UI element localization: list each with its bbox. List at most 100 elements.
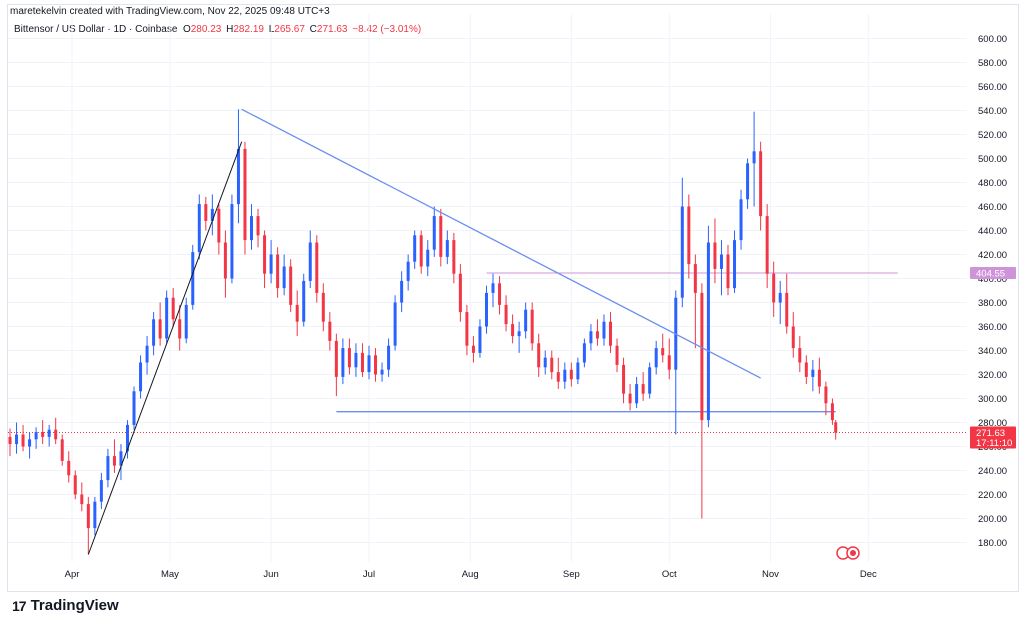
candle-body xyxy=(15,434,19,445)
candle-body xyxy=(41,432,45,437)
time-tick-label: Sep xyxy=(563,569,580,580)
candle-body xyxy=(295,304,299,322)
candle-body xyxy=(491,283,495,293)
candle-body xyxy=(139,362,143,392)
open-label: O xyxy=(182,24,191,35)
price-tick-label: 180.00 xyxy=(978,538,1007,549)
price-tick-label: 200.00 xyxy=(978,514,1007,525)
candle-body xyxy=(334,340,338,377)
candle-body xyxy=(165,297,169,339)
trendlines[interactable] xyxy=(87,108,761,555)
candle-body xyxy=(706,242,710,421)
time-tick-label: Nov xyxy=(762,569,779,580)
time-tick-label: May xyxy=(161,569,179,580)
price-tick-label: 360.00 xyxy=(978,322,1007,333)
symbol-name[interactable]: Bittensor / US Dollar · 1D · Coinbase xyxy=(14,24,178,35)
candle-body xyxy=(112,456,116,466)
candle-body xyxy=(341,348,345,377)
grid xyxy=(8,14,967,562)
candle-body xyxy=(21,434,25,447)
tradingview-brand[interactable]: 17 TradingView xyxy=(12,597,119,614)
time-tick-label: Dec xyxy=(860,569,877,580)
candle-body xyxy=(635,384,639,404)
candle-body xyxy=(778,292,782,303)
candle-body xyxy=(99,480,103,502)
candle-body xyxy=(772,273,776,303)
brand-name: TradingView xyxy=(30,597,119,614)
price-tick-label: 380.00 xyxy=(978,298,1007,309)
candle-body xyxy=(824,386,828,404)
price-tick-label: 300.00 xyxy=(978,394,1007,405)
candle-body xyxy=(511,324,515,337)
candle-body xyxy=(595,331,599,339)
candle-body xyxy=(733,240,737,289)
price-tick-label: 520.00 xyxy=(978,130,1007,141)
candle-body xyxy=(302,280,306,322)
candle-body xyxy=(563,369,567,382)
candle-body xyxy=(60,439,64,461)
price-tick-label: 340.00 xyxy=(978,346,1007,357)
candle-body xyxy=(393,302,397,346)
candle-body xyxy=(191,252,195,305)
candle-body xyxy=(354,352,358,368)
candle-body xyxy=(589,331,593,344)
candle-body xyxy=(759,151,763,217)
candle-body xyxy=(178,319,182,339)
candle-body xyxy=(380,369,384,375)
candle-body xyxy=(67,460,71,476)
time-tick-label: Aug xyxy=(462,569,479,580)
resistance-price-tag-text: 404.55 xyxy=(976,269,1005,280)
resistance-price-tag xyxy=(970,267,1016,280)
time-tick-label: Jul xyxy=(363,569,375,580)
candle-body xyxy=(661,348,665,356)
close-label: C xyxy=(309,24,317,35)
candle-body xyxy=(282,266,286,289)
candle-body xyxy=(641,384,645,394)
candle-body xyxy=(400,280,404,303)
time-tick-label: Apr xyxy=(65,569,80,580)
news-icon[interactable] xyxy=(836,546,860,560)
candle-body xyxy=(439,216,443,257)
candle-body xyxy=(217,208,221,243)
candle-body xyxy=(458,273,462,313)
candle-body xyxy=(145,345,149,363)
close-value: 271.63 xyxy=(316,24,348,35)
candle-body xyxy=(765,216,769,274)
candle-body xyxy=(171,297,175,320)
candle-body xyxy=(739,199,743,241)
candle-body xyxy=(785,292,789,327)
candle-body xyxy=(582,343,586,363)
candle-body xyxy=(830,403,834,421)
tradingview-logo: 17 xyxy=(12,597,27,614)
candle-body xyxy=(197,204,201,253)
price-tick-label: 500.00 xyxy=(978,154,1007,165)
change-value: −8.42 (−3.01%) xyxy=(352,24,422,35)
candle-body xyxy=(602,321,606,339)
price-tick-label: 420.00 xyxy=(978,250,1007,261)
level-lines xyxy=(8,272,967,434)
candle-body xyxy=(347,348,351,368)
candle-body xyxy=(426,249,430,267)
price-tick-label: 280.00 xyxy=(978,418,1007,429)
candle-body xyxy=(243,148,247,241)
candle-body xyxy=(484,292,488,327)
candle-body xyxy=(184,304,188,339)
candle-body xyxy=(654,348,658,368)
candle-body xyxy=(328,321,332,341)
candle-body xyxy=(452,240,456,274)
price-tick-label: 460.00 xyxy=(978,202,1007,213)
candle-body xyxy=(609,321,613,346)
high-label: H xyxy=(226,24,234,35)
candle-body xyxy=(419,235,423,267)
candle-body xyxy=(119,451,123,466)
time-tick-label: Oct xyxy=(662,569,677,580)
price-tick-label: 600.00 xyxy=(978,34,1007,45)
candle-body xyxy=(256,216,260,236)
candle-body xyxy=(556,372,560,382)
price-tick-label: 560.00 xyxy=(978,82,1007,93)
candle-body xyxy=(432,216,436,250)
candle-body xyxy=(86,504,90,529)
candle-body xyxy=(537,343,541,368)
